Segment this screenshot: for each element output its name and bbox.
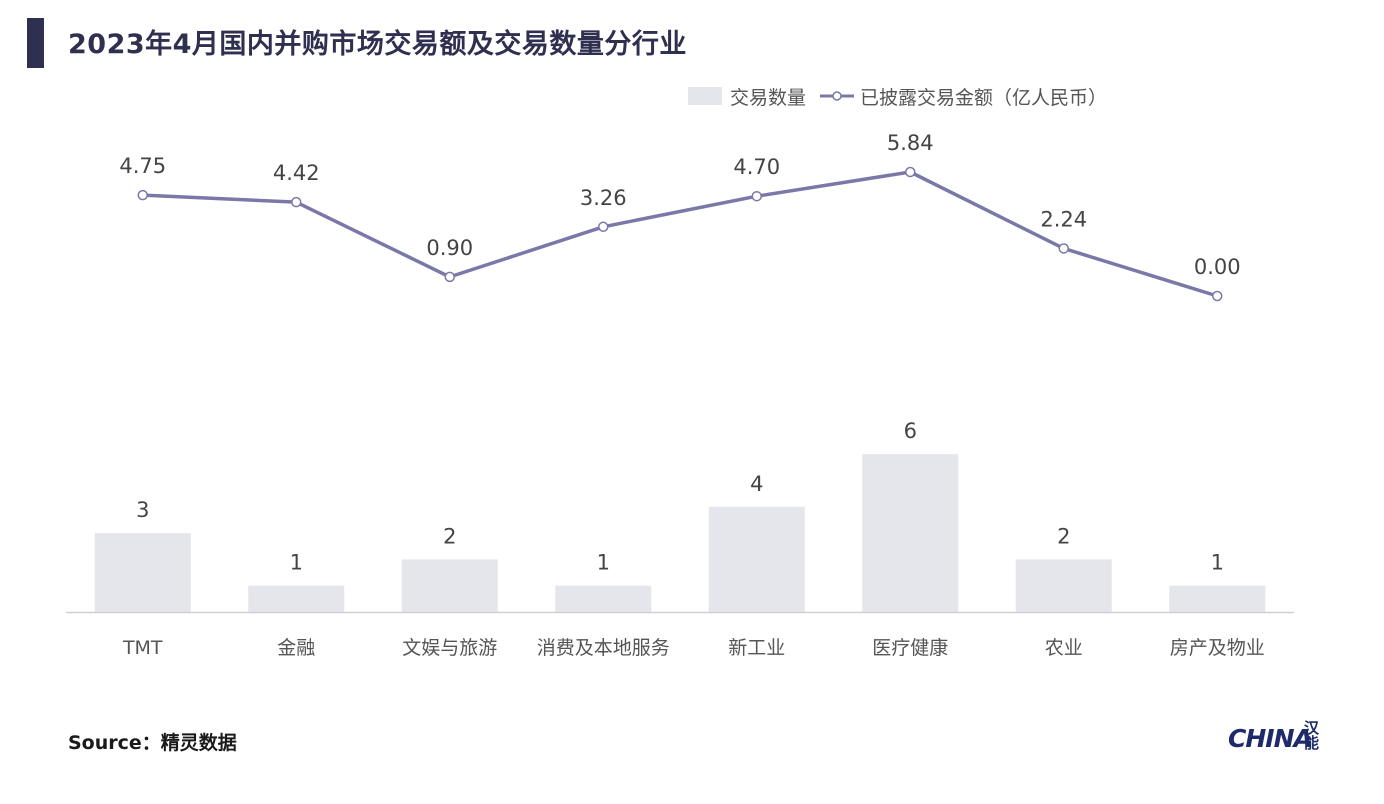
logo-text: CHINA	[1228, 724, 1313, 753]
x-tick-label-3: 消费及本地服务	[537, 637, 670, 659]
bar-value-label-5: 6	[904, 419, 917, 443]
line-point-4	[751, 190, 762, 202]
line-series-path	[142, 170, 1218, 298]
bar-2	[401, 559, 498, 612]
bar-1	[248, 585, 345, 612]
line-value-label-0: 4.75	[119, 154, 166, 178]
bar-value-label-1: 1	[290, 551, 303, 575]
x-tick-label-1: 金融	[277, 637, 315, 659]
legend-bar-swatch	[688, 87, 722, 105]
bar-value-label-6: 2	[1057, 524, 1070, 548]
logo-mark: 汉能	[1302, 720, 1320, 750]
x-tick-label-2: 文娱与旅游	[402, 637, 497, 659]
bar-7	[1169, 585, 1266, 612]
legend-line-swatch	[820, 91, 855, 101]
line-value-label-2: 0.90	[426, 236, 473, 260]
company-logo: CHINA 汉能	[1218, 720, 1338, 764]
bar-4	[708, 506, 805, 612]
line-value-label-4: 4.70	[733, 155, 780, 179]
line-value-label-1: 4.42	[273, 161, 320, 185]
legend-line-label: 已披露交易金额（亿人民币）	[860, 86, 1108, 109]
line-value-label-5: 5.84	[887, 131, 934, 155]
bar-6	[1015, 559, 1112, 612]
line-point-3	[598, 221, 609, 233]
bar-0	[94, 533, 191, 612]
bar-value-label-7: 1	[1211, 551, 1224, 575]
line-value-label-6: 2.24	[1040, 207, 1087, 231]
legend-item-line: 已披露交易金额（亿人民币）	[820, 83, 1107, 110]
legend-item-bar: 交易数量	[688, 83, 806, 110]
line-value-label-7: 0.00	[1194, 255, 1241, 279]
legend-bar-label: 交易数量	[730, 86, 807, 109]
line-point-7	[1212, 290, 1223, 302]
page-title: 2023年4月国内并购市场交易额及交易数量分行业	[68, 29, 687, 60]
x-tick-label-6: 农业	[1045, 637, 1083, 659]
bar-value-label-2: 2	[443, 524, 456, 548]
x-tick-label-0: TMT	[122, 637, 163, 659]
source-note: Source：精灵数据	[68, 732, 237, 754]
bar-value-label-3: 1	[597, 551, 610, 575]
line-point-1	[291, 196, 302, 208]
x-tick-label-5: 医疗健康	[872, 637, 948, 659]
bar-value-label-4: 4	[750, 472, 763, 496]
chart-legend: 交易数量 已披露交易金额（亿人民币）	[688, 82, 1121, 110]
line-value-label-3: 3.26	[580, 186, 627, 210]
line-point-6	[1058, 243, 1069, 254]
bar-3	[555, 585, 652, 612]
x-tick-label-7: 房产及物业	[1170, 637, 1265, 659]
bar-value-label-0: 3	[136, 498, 149, 522]
title-accent-bar	[27, 18, 44, 68]
line-point-2	[444, 271, 455, 283]
x-tick-label-4: 新工业	[728, 637, 785, 659]
line-point-0	[137, 189, 148, 201]
line-point-5	[905, 166, 916, 178]
bar-5	[862, 454, 959, 612]
